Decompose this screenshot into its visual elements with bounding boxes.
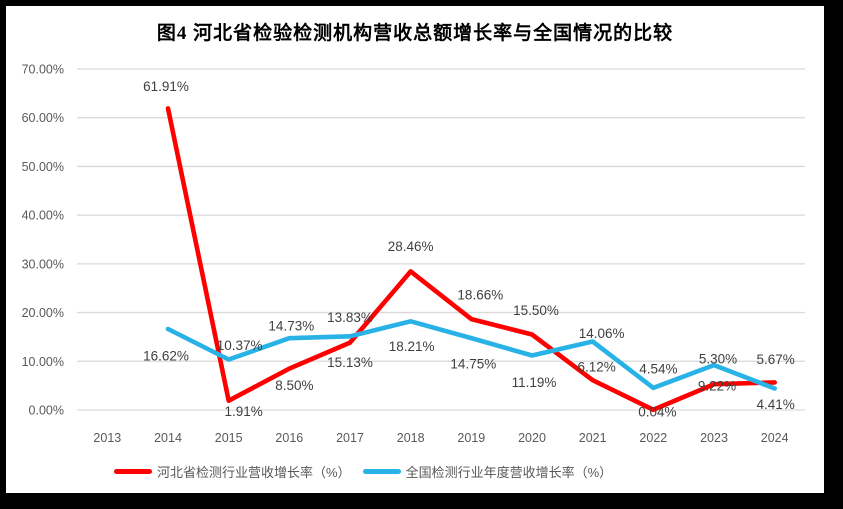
y-tick-label: 10.00% [22,355,64,369]
y-tick-label: 20.00% [22,306,64,320]
data-label: 0.04% [638,404,676,419]
data-label: 61.91% [143,79,189,94]
data-label: 18.66% [457,288,503,303]
series-line-hebei [165,106,777,413]
x-tick-label: 2020 [518,431,546,445]
data-label: 14.75% [450,357,496,372]
y-tick-label: 0.00% [29,404,64,418]
data-label: 14.06% [579,326,625,341]
data-label: 5.30% [699,352,737,367]
x-tick-label: 2021 [579,431,607,445]
data-label: 9.22% [698,379,736,394]
chart-legend: 河北省检测行业营收增长率（%） 全国检测行业年度营收增长率（%） [114,460,612,482]
x-tick-label: 2023 [700,431,728,445]
legend-label-hebei: 河北省检测行业营收增长率（%） [157,464,351,480]
chart-title: 图4 河北省检验检测机构营收总额增长率与全国情况的比较 [156,23,674,44]
data-label: 13.83% [327,310,373,325]
data-label: 6.12% [578,360,616,375]
x-tick-label: 2013 [93,431,121,445]
y-tick-label: 70.00% [22,63,64,77]
data-label: 14.73% [268,319,314,334]
red-line-swatch-icon [114,468,152,474]
series-line-national [165,319,777,391]
x-tick-label: 2016 [275,431,303,445]
blue-line-swatch-icon [362,468,401,474]
data-label: 15.13% [327,355,373,370]
y-tick-label: 30.00% [22,257,64,271]
legend-item-hebei: 河北省检测行业营收增长率（%） [114,462,351,481]
data-label: 28.46% [388,239,434,254]
y-tick-label: 60.00% [22,111,64,125]
x-tick-label: 2024 [761,431,789,445]
data-label: 16.62% [143,349,189,364]
y-tick-label: 50.00% [22,160,64,174]
x-tick-label: 2017 [336,431,364,445]
data-label: 5.67% [757,352,795,367]
x-tick-label: 2022 [639,431,667,445]
y-tick-label: 40.00% [22,209,64,223]
data-label: 8.50% [275,378,313,393]
x-tick-label: 2014 [154,431,182,445]
x-tick-label: 2018 [397,431,425,445]
x-tick-label: 2019 [457,431,485,445]
data-label: 4.54% [639,361,677,376]
legend-item-national: 全国检测行业年度营收增长率（%） [362,462,613,481]
x-tick-label: 2015 [215,431,243,445]
line-chart: 0.00% 10.00% 20.00% 30.00% 40.00% 50.00% 60.00… [22,63,805,445]
legend-label-national: 全国检测行业年度营收增长率（%） [405,464,613,480]
data-label: 1.91% [225,404,263,419]
data-label: 11.19% [512,375,557,390]
data-label: 10.37% [217,338,263,353]
data-label: 4.41% [757,397,795,412]
data-label: 18.21% [389,339,435,354]
data-label: 15.50% [513,303,559,318]
chart-card: 图4 河北省检验检测机构营收总额增长率与全国情况的比较 0.00% 10.00% 2… [6,6,824,493]
